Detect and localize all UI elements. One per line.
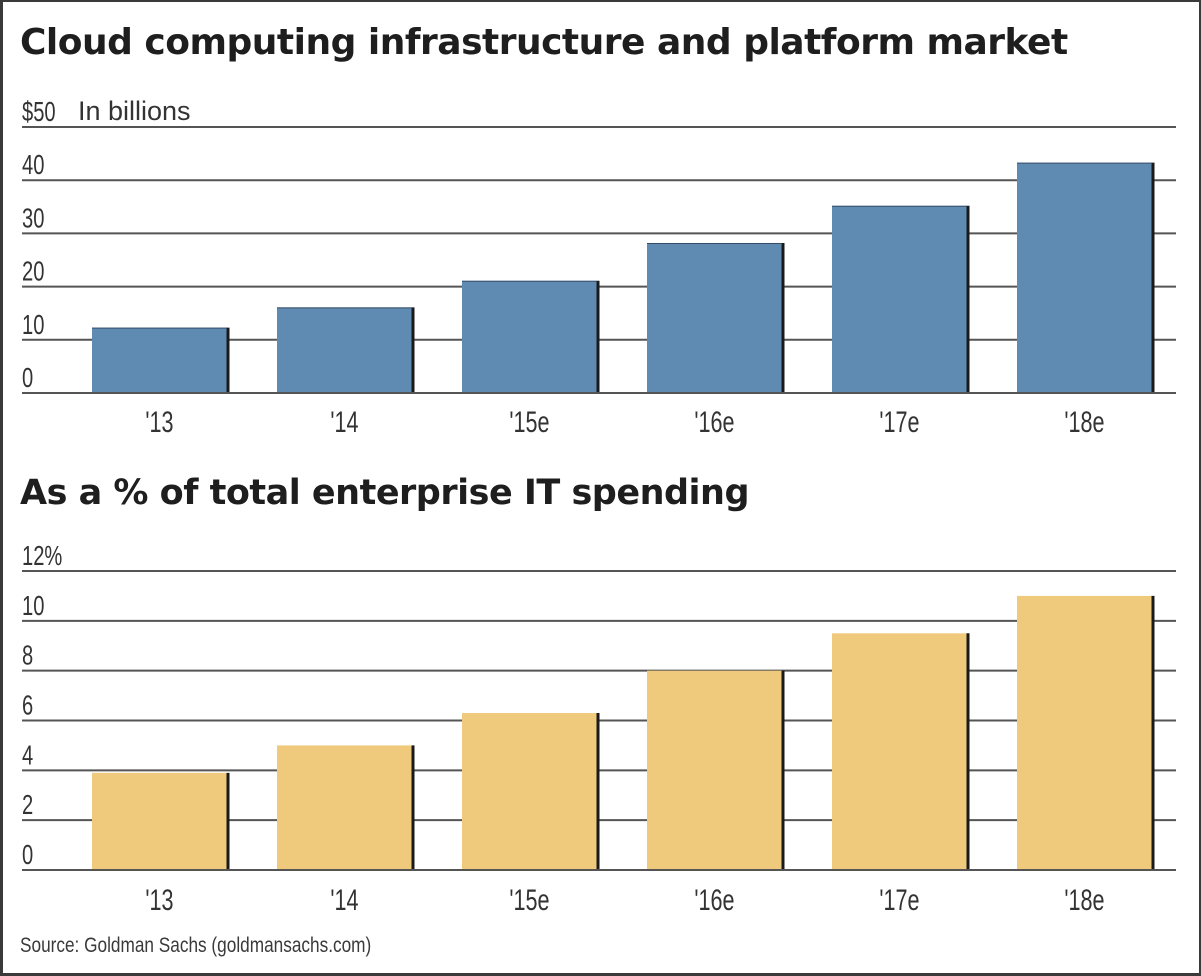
x-category-label: '13 xyxy=(145,404,173,438)
x-category-label: '14 xyxy=(330,882,358,916)
x-category-label: '18e xyxy=(1064,404,1104,438)
y-tick-label: 0 xyxy=(22,840,33,871)
x-category-label: '17e xyxy=(879,882,919,916)
bar xyxy=(647,670,782,870)
y-tick-label: 0 xyxy=(22,363,33,394)
y-tick-label: 2 xyxy=(22,790,33,821)
bar xyxy=(832,633,967,870)
unit-label: In billions xyxy=(78,96,191,126)
bar xyxy=(277,745,412,870)
x-category-label: '13 xyxy=(145,882,173,916)
x-category-label: '16e xyxy=(694,882,734,916)
y-tick-label: 8 xyxy=(22,641,33,672)
bar xyxy=(462,280,597,393)
bar xyxy=(647,242,782,393)
x-category-label: '15e xyxy=(509,404,549,438)
x-category-label: '17e xyxy=(879,404,919,438)
y-tick-label: 4 xyxy=(22,740,33,771)
y-tick-label: 20 xyxy=(22,256,44,287)
source-note: Source: Goldman Sachs (goldmansachs.com) xyxy=(20,934,372,957)
market-chart-panel: 0 10 20 30 40 $50 In billions '13 '14 '15e '16e '17… xyxy=(22,96,1176,439)
x-category-label: '15e xyxy=(509,882,549,916)
x-category-label: '14 xyxy=(330,404,358,438)
x-category-label: '18e xyxy=(1064,882,1104,916)
bar xyxy=(462,713,597,870)
y-tick-label: 10 xyxy=(22,310,44,341)
bar xyxy=(832,205,967,393)
bar xyxy=(92,327,227,393)
y-tick-label: 6 xyxy=(22,690,33,721)
y-tick-label: 10 xyxy=(22,591,44,622)
y-tick-label: 12% xyxy=(22,541,62,572)
x-category-label: '16e xyxy=(694,404,734,438)
y-tick-label: 30 xyxy=(22,203,44,234)
y-tick-label: 40 xyxy=(22,150,44,181)
bar xyxy=(92,772,227,870)
y-tick-label: $50 xyxy=(22,97,56,128)
bar xyxy=(1017,162,1152,393)
percent-chart-panel: 0 2 4 6 8 10 12% '13 '14 '15e '16e '17e '18e xyxy=(22,541,1176,917)
bar xyxy=(1017,595,1152,870)
chart-title-percent: As a % of total enterprise IT spending xyxy=(20,473,750,513)
bar xyxy=(277,307,412,393)
chart-title-market: Cloud computing infrastructure and platf… xyxy=(20,22,1068,63)
